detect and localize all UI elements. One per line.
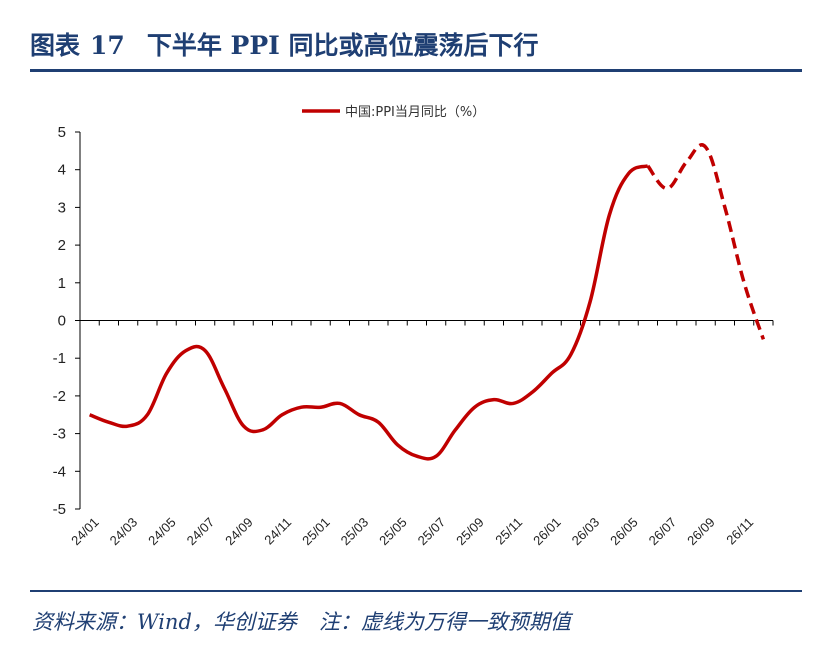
x-tick-label: 25/11 xyxy=(492,515,525,548)
x-tick-label: 24/05 xyxy=(145,515,179,549)
y-tick-label: -5 xyxy=(53,501,66,518)
x-tick-label: 26/07 xyxy=(646,515,680,549)
y-tick-label: 3 xyxy=(58,199,66,216)
x-tick-label: 25/07 xyxy=(415,515,449,549)
x-tick-label: 26/11 xyxy=(723,515,756,548)
y-tick-label: 2 xyxy=(58,237,66,254)
x-tick-label: 26/05 xyxy=(607,515,641,549)
x-tick-label: 24/09 xyxy=(222,515,256,549)
x-tick-label: 26/01 xyxy=(530,515,564,549)
x-tick-label: 26/03 xyxy=(569,515,603,549)
y-tick-label: 5 xyxy=(58,124,66,141)
footer-rule xyxy=(30,590,802,592)
y-tick-label: -2 xyxy=(53,388,66,405)
y-tick-label: -3 xyxy=(53,426,66,443)
legend-label: 中国:PPI当月同比（%） xyxy=(345,105,485,120)
y-tick-label: 0 xyxy=(58,313,66,330)
figure-number: 17 xyxy=(90,31,125,60)
y-tick-label: -4 xyxy=(53,463,66,480)
y-tick-label: 4 xyxy=(58,162,66,179)
chart-axes: 5 4 3 2 1 0 -1 -2 -3 -4 -524/01 24/03 24/05 24/07 24/0… xyxy=(53,124,774,549)
y-tick-label: -1 xyxy=(53,350,66,367)
figure-title: 下半年 PPI 同比或高位震荡后下行 xyxy=(146,31,539,60)
x-tick-label: 25/03 xyxy=(338,515,372,549)
source-text: 资料来源：Wind，华创证券 xyxy=(32,610,297,634)
chart-legend: 中国:PPI当月同比（%） xyxy=(302,105,485,120)
x-tick-label: 25/05 xyxy=(376,515,410,549)
title-rule xyxy=(30,69,802,72)
x-tick-label: 24/11 xyxy=(261,515,294,548)
figure-label: 图表 xyxy=(30,31,81,60)
x-tick-label: 25/09 xyxy=(453,515,487,549)
chart-title: 图表 17 下半年 PPI 同比或高位震荡后下行 xyxy=(30,26,539,62)
ppi-line-chart: 中国:PPI当月同比（%） 5 4 3 2 1 0 -1 -2 -3 -4 -524/01 24/03… xyxy=(53,105,774,549)
ppi-series-line xyxy=(88,164,649,461)
series-layer xyxy=(88,143,766,461)
y-tick-label: 1 xyxy=(58,275,66,292)
x-tick-label: 24/03 xyxy=(107,515,141,549)
footer: 资料来源：Wind，华创证券 注：虚线为万得一致预期值 xyxy=(32,606,571,636)
x-tick-label: 25/01 xyxy=(299,515,333,549)
x-tick-label: 26/09 xyxy=(684,515,718,549)
x-tick-label: 24/07 xyxy=(184,515,218,549)
x-tick-label: 24/01 xyxy=(68,515,102,549)
forecast-series-line xyxy=(646,143,766,340)
note-text: 注：虚线为万得一致预期值 xyxy=(318,610,571,634)
